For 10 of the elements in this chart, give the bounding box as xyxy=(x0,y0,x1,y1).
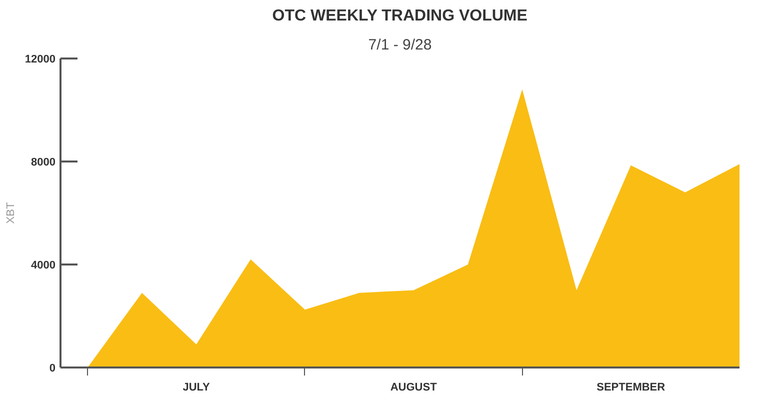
y-tick-label: 4000 xyxy=(31,260,56,272)
y-tick-label: 8000 xyxy=(31,156,56,168)
y-tick-label: 0 xyxy=(49,362,56,374)
chart-title: OTC WEEKLY TRADING VOLUME xyxy=(272,8,528,24)
y-axis-title: XBT xyxy=(4,202,17,224)
x-tick-label: AUGUST xyxy=(390,382,438,394)
x-tick-label: SEPTEMBER xyxy=(596,382,666,394)
x-tick-label: JULY xyxy=(182,382,211,394)
y-tick-label: 12000 xyxy=(24,54,56,66)
chart-subtitle: 7/1 - 9/28 xyxy=(368,36,432,54)
